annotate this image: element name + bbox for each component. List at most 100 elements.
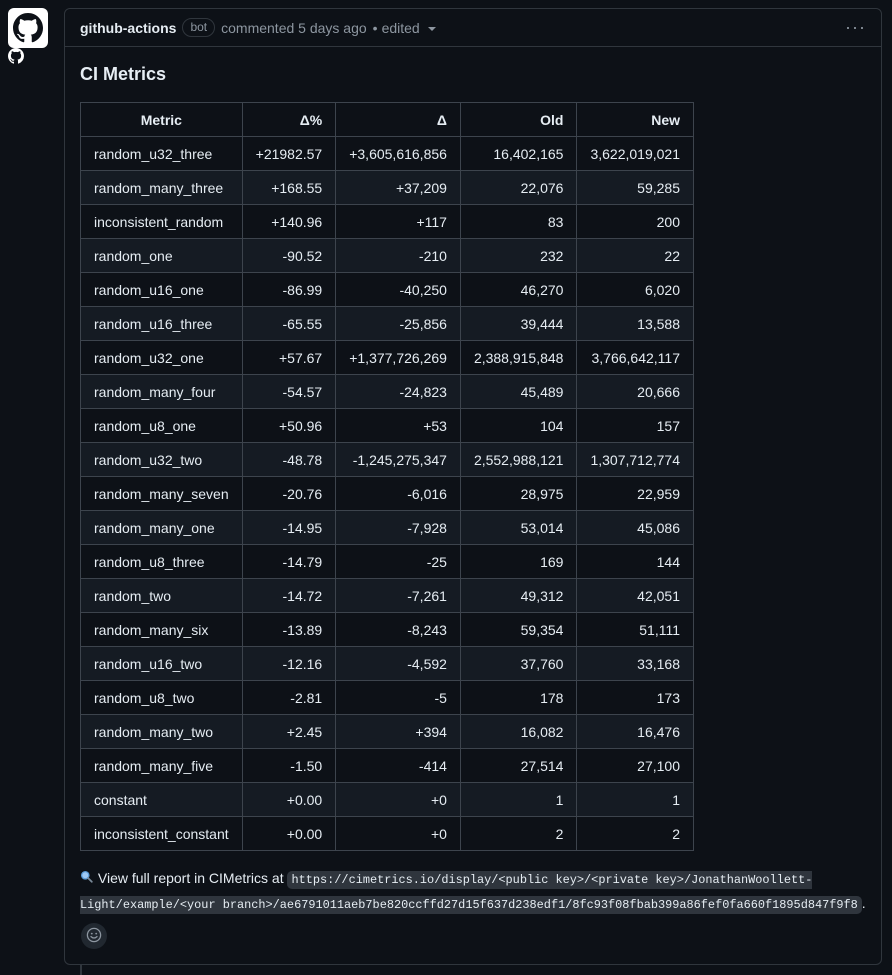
cell-delta: -7,261 (335, 578, 461, 614)
table-row: random_u32_two -48.78 -1,245,275,347 2,552,… (80, 442, 694, 478)
cell-metric: constant (80, 782, 243, 818)
cell-delta: -24,823 (335, 374, 461, 410)
bot-badge: bot (182, 18, 216, 37)
cell-old: 22,076 (459, 170, 578, 206)
cell-delta: -414 (335, 748, 461, 784)
table-row: random_many_five -1.50 -414 27,514 27,100 (80, 748, 694, 784)
cell-old: 178 (459, 680, 578, 716)
cell-metric: random_u8_one (80, 408, 243, 444)
cell-old: 45,489 (459, 374, 578, 410)
cell-new: 3,622,019,021 (576, 136, 694, 172)
cell-new: 20,666 (576, 374, 694, 410)
cell-metric: random_u32_one (80, 340, 243, 376)
cell-new: 13,588 (576, 306, 694, 342)
header-metric: Metric (80, 102, 243, 138)
report-text: View full report in CIMetrics at (97, 870, 284, 887)
github-badge-icon (8, 48, 48, 67)
cell-old: 59,354 (459, 612, 578, 648)
cell-delta: -25 (335, 544, 461, 580)
comment-body: CI Metrics Metric Δ% Δ Old New random_u3… (65, 47, 881, 917)
table-row: random_u16_three -65.55 -25,856 39,444 13,58… (80, 306, 694, 342)
cell-delta-percent: +140.96 (241, 204, 337, 240)
magnifying-glass-icon (80, 867, 94, 890)
cell-old: 49,312 (459, 578, 578, 614)
comment-header: github-actions bot commented 5 days ago … (65, 9, 881, 47)
table-row: random_u32_one +57.67 +1,377,726,269 2,388,… (80, 340, 694, 376)
cell-metric: random_many_one (80, 510, 243, 546)
edited-dropdown[interactable]: edited (382, 20, 436, 36)
cell-delta-percent: -54.57 (241, 374, 337, 410)
table-body: random_u32_three +21982.57 +3,605,616,856 1… (80, 136, 694, 852)
cell-delta: +53 (335, 408, 461, 444)
cell-delta-percent: +21982.57 (241, 136, 337, 172)
github-logo-icon (8, 8, 48, 48)
kebab-menu-icon[interactable]: ··· (845, 17, 866, 37)
cell-delta: -8,243 (335, 612, 461, 648)
cell-delta: +117 (335, 204, 461, 240)
cell-metric: random_many_five (80, 748, 243, 784)
cell-delta: +0 (335, 816, 461, 852)
table-row: random_u8_two -2.81 -5 178 173 (80, 680, 694, 716)
timeline-line (80, 955, 82, 975)
cell-metric: random_u8_two (80, 680, 243, 716)
header-delta-percent: Δ% (241, 102, 337, 138)
cell-delta-percent: -2.81 (241, 680, 337, 716)
cell-old: 83 (459, 204, 578, 240)
table-row: random_u32_three +21982.57 +3,605,616,856 1… (80, 136, 694, 172)
cell-metric: random_u32_three (80, 136, 243, 172)
comment-timestamp[interactable]: commented 5 days ago (221, 19, 367, 36)
cell-metric: random_many_six (80, 612, 243, 648)
cell-delta: -5 (335, 680, 461, 716)
cell-old: 53,014 (459, 510, 578, 546)
cell-delta-percent: -14.95 (241, 510, 337, 546)
cell-delta-percent: -65.55 (241, 306, 337, 342)
cell-new: 51,111 (576, 612, 694, 648)
report-trailing: . (861, 895, 866, 912)
cell-delta: -25,856 (335, 306, 461, 342)
table-row: random_one -90.52 -210 232 22 (80, 238, 694, 274)
table-row: random_u16_one -86.99 -40,250 46,270 6,020 (80, 272, 694, 308)
cell-delta: -210 (335, 238, 461, 274)
cell-delta-percent: -90.52 (241, 238, 337, 274)
cell-old: 2 (459, 816, 578, 852)
cell-delta-percent: -13.89 (241, 612, 337, 648)
cell-new: 144 (576, 544, 694, 580)
cell-metric: random_u32_two (80, 442, 243, 478)
cell-new: 33,168 (576, 646, 694, 682)
cell-new: 16,476 (576, 714, 694, 750)
cell-new: 27,100 (576, 748, 694, 784)
cell-delta: -6,016 (335, 476, 461, 512)
cell-delta-percent: +2.45 (241, 714, 337, 750)
cell-delta-percent: +50.96 (241, 408, 337, 444)
cell-metric: random_u16_one (80, 272, 243, 308)
table-row: random_many_seven -20.76 -6,016 28,975 22,95… (80, 476, 694, 512)
cell-new: 1,307,712,774 (576, 442, 694, 478)
add-reaction-button[interactable] (81, 923, 107, 949)
header-old: Old (459, 102, 578, 138)
cell-metric: random_two (80, 578, 243, 614)
comment-title: CI Metrics (80, 64, 167, 84)
cell-new: 22 (576, 238, 694, 274)
avatar[interactable] (8, 8, 48, 64)
cell-delta-percent: -48.78 (241, 442, 337, 478)
cell-new: 157 (576, 408, 694, 444)
table-header-row: Metric Δ% Δ Old New (80, 102, 694, 138)
cell-delta-percent: -86.99 (241, 272, 337, 308)
report-paragraph: View full report in CIMetrics at https:/… (80, 867, 866, 917)
cell-delta-percent: +0.00 (241, 816, 337, 852)
cell-metric: random_many_seven (80, 476, 243, 512)
cell-old: 2,388,915,848 (459, 340, 578, 376)
cell-old: 37,760 (459, 646, 578, 682)
cell-old: 104 (459, 408, 578, 444)
author-link[interactable]: github-actions (80, 19, 177, 36)
cell-delta: +0 (335, 782, 461, 818)
cell-new: 59,285 (576, 170, 694, 206)
cell-delta: -4,592 (335, 646, 461, 682)
cell-delta: +37,209 (335, 170, 461, 206)
table-row: random_many_three +168.55 +37,209 22,076 59,… (80, 170, 694, 206)
cell-delta: -1,245,275,347 (335, 442, 461, 478)
cell-old: 169 (459, 544, 578, 580)
cell-metric: random_u16_three (80, 306, 243, 342)
cell-metric: inconsistent_constant (80, 816, 243, 852)
cell-old: 2,552,988,121 (459, 442, 578, 478)
